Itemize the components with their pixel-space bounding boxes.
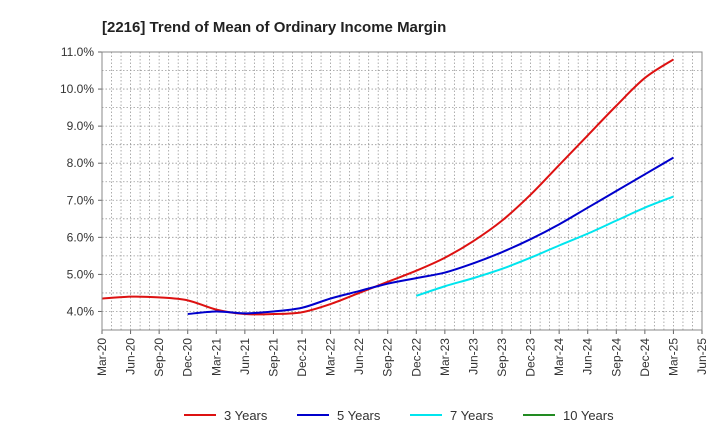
x-tick-label: Dec-22: [409, 338, 423, 377]
y-tick-label: 9.0%: [67, 119, 95, 133]
legend: 3 Years 5 Years 7 Years 10 Years: [184, 408, 614, 423]
y-tick-label: 11.0%: [61, 45, 94, 59]
x-axis-ticks: Mar-20 Jun-20 Sep-20 Dec-20 Mar-21 Jun-21 Sep-…: [95, 330, 709, 377]
x-tick-label: Jun-24: [581, 338, 595, 375]
y-tick-label: 6.0%: [67, 230, 95, 244]
y-tick-label: 5.0%: [67, 267, 95, 281]
chart-title: [2216] Trend of Mean of Ordinary Income …: [102, 19, 446, 36]
y-tick-label: 7.0%: [67, 193, 95, 207]
legend-label-2: 5 Years: [337, 408, 381, 423]
series-line-3: [415, 195, 674, 297]
series-lines: [101, 58, 674, 316]
series-line-2: [187, 156, 674, 316]
x-tick-label: Sep-20: [152, 338, 166, 377]
y-tick-label: 4.0%: [67, 304, 95, 318]
plot-area-frame: [101, 51, 703, 331]
y-tick-label: 10.0%: [60, 82, 94, 96]
legend-label-4: 10 Years: [563, 408, 614, 423]
x-tick-label: Sep-22: [381, 338, 395, 377]
x-tick-label: Dec-24: [638, 338, 652, 377]
x-tick-label: Dec-21: [295, 338, 309, 377]
x-tick-label: Mar-23: [438, 338, 452, 376]
legend-label-3: 7 Years: [450, 408, 494, 423]
x-tick-label: Jun-23: [466, 338, 480, 375]
x-tick-label: Jun-20: [124, 338, 138, 375]
legend-label-1: 3 Years: [224, 408, 268, 423]
x-tick-label: Mar-24: [552, 338, 566, 376]
x-tick-label: Dec-20: [181, 338, 195, 377]
x-tick-label: Jun-22: [352, 338, 366, 375]
y-axis-ticks: 4.0% 5.0% 6.0% 7.0% 8.0% 9.0% 10.0% 11.0%: [60, 45, 102, 318]
x-tick-label: Sep-21: [266, 338, 280, 377]
x-tick-label: Dec-23: [524, 338, 538, 377]
x-tick-label: Mar-20: [95, 338, 109, 376]
grid: [102, 52, 702, 330]
x-tick-label: Mar-25: [666, 338, 680, 376]
y-tick-label: 8.0%: [67, 156, 95, 170]
x-tick-label: Mar-21: [209, 338, 223, 376]
x-tick-label: Mar-22: [324, 338, 338, 376]
x-tick-label: Jun-21: [238, 338, 252, 375]
x-tick-label: Sep-24: [609, 338, 623, 377]
x-tick-label: Sep-23: [495, 338, 509, 377]
x-tick-label: Jun-25: [695, 338, 709, 375]
series-line-1: [101, 58, 674, 316]
